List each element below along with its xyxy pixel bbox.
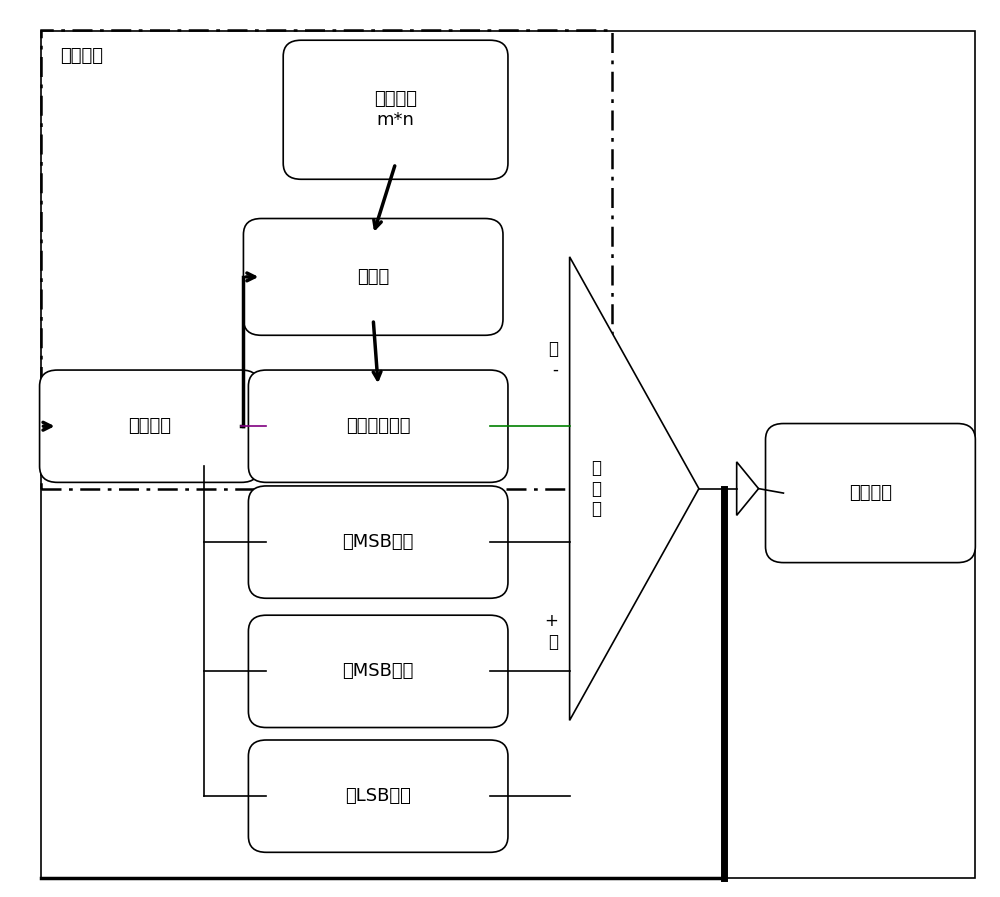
Text: 左MSB电容: 左MSB电容 (342, 533, 414, 551)
FancyBboxPatch shape (248, 615, 508, 727)
Text: 比
较
器: 比 较 器 (591, 458, 601, 518)
Text: 熔丝阵列
m*n: 熔丝阵列 m*n (374, 91, 417, 129)
FancyBboxPatch shape (283, 40, 508, 179)
Polygon shape (737, 462, 759, 516)
Text: 编码输出: 编码输出 (849, 484, 892, 502)
Text: 校准电容阵列: 校准电容阵列 (346, 417, 410, 435)
FancyBboxPatch shape (248, 370, 508, 483)
Text: 校准电路: 校准电路 (60, 48, 103, 65)
Polygon shape (570, 257, 699, 720)
Text: 左
-: 左 - (548, 340, 558, 379)
FancyBboxPatch shape (248, 486, 508, 598)
Text: 右LSB电容: 右LSB电容 (345, 788, 411, 806)
Bar (41, 30, 612, 489)
FancyBboxPatch shape (40, 370, 259, 483)
Text: +
右: + 右 (544, 612, 558, 650)
Text: 控制电路: 控制电路 (128, 417, 171, 435)
Text: 累加器: 累加器 (357, 268, 389, 286)
FancyBboxPatch shape (243, 219, 503, 335)
FancyBboxPatch shape (248, 740, 508, 852)
Text: 右MSB电容: 右MSB电容 (342, 662, 414, 680)
FancyBboxPatch shape (766, 423, 975, 562)
